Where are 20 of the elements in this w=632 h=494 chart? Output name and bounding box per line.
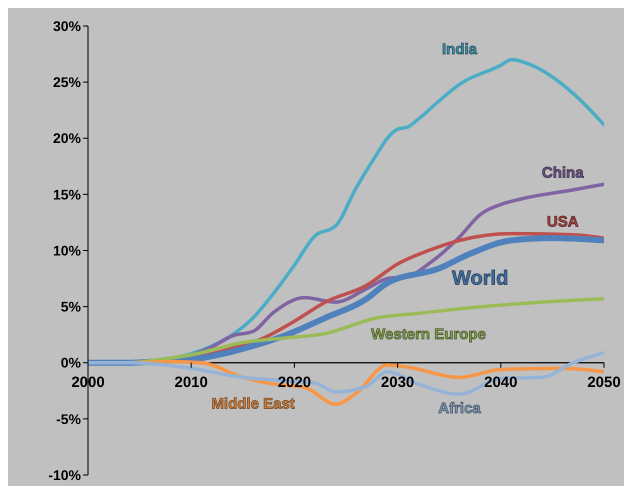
x-tick-label: 2040 <box>484 374 518 391</box>
y-tick-label: 10% <box>52 242 82 258</box>
x-tick-label: 2010 <box>174 374 208 391</box>
series-label: USA <box>546 214 579 231</box>
y-tick-label: -5% <box>56 410 82 427</box>
y-tick-label: 15% <box>52 186 82 202</box>
x-tick-label: 2050 <box>587 374 621 391</box>
series-label: Middle East <box>211 395 295 412</box>
x-tick-label: 2030 <box>380 374 414 391</box>
y-tick-label: 20% <box>52 130 82 146</box>
series-label: India <box>442 40 478 58</box>
y-tick-label: -10% <box>48 466 82 483</box>
series-label: China <box>542 164 584 182</box>
series-label: Africa <box>438 400 482 417</box>
y-tick-label: 5% <box>60 298 82 315</box>
series-label: Western Europe <box>371 326 486 343</box>
y-tick-label: 30% <box>52 18 82 34</box>
series-label: World <box>452 268 508 290</box>
y-tick-label: 25% <box>52 74 82 90</box>
y-tick-label: 0% <box>60 354 82 371</box>
